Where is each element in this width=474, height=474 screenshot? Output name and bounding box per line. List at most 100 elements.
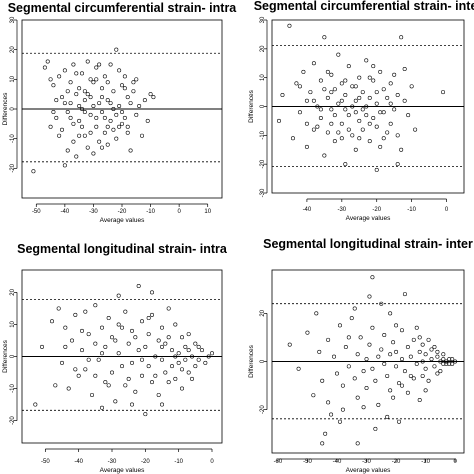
x-tick-label: -10 (146, 209, 155, 215)
chart-title: Segmental circumferential strain- intra (8, 1, 238, 15)
data-point (100, 109, 105, 114)
data-point (441, 357, 446, 362)
data-point (196, 344, 201, 349)
data-point (360, 90, 365, 95)
data-point (435, 371, 440, 376)
data-point (73, 367, 78, 372)
data-point (364, 357, 369, 362)
data-point (355, 441, 360, 446)
bland-altman-panel-4: Segmental longitudinal strain- inter -60 -… (248, 237, 473, 474)
data-point (336, 101, 341, 106)
bland-altman-panel-1: Segmental circumferential strain- intra -… (2, 1, 237, 224)
data-point (180, 386, 185, 391)
data-point (346, 113, 351, 118)
data-point (97, 62, 102, 67)
data-point (339, 121, 344, 126)
data-point (357, 118, 362, 123)
data-point (287, 23, 292, 28)
data-point (432, 345, 437, 350)
data-point (370, 325, 375, 330)
x-tick-label: -30 (89, 209, 98, 215)
y-tick-label: -20 (10, 163, 16, 172)
data-point (385, 373, 390, 378)
data-point (145, 118, 150, 123)
data-point (91, 151, 96, 156)
data-point (54, 98, 59, 103)
data-point (105, 142, 110, 147)
data-point (441, 361, 446, 366)
data-point (86, 332, 91, 337)
data-point (45, 59, 50, 64)
data-point (71, 139, 76, 144)
data-point (355, 352, 360, 357)
data-point (196, 357, 201, 362)
data-point (190, 376, 195, 381)
data-point (186, 332, 191, 337)
data-point (395, 133, 400, 138)
data-point (346, 335, 351, 340)
data-point (93, 303, 98, 308)
data-point (411, 376, 416, 381)
data-point (111, 89, 116, 94)
data-point (117, 68, 122, 73)
data-point (57, 133, 62, 138)
data-point (102, 74, 107, 79)
data-point (94, 65, 99, 70)
data-point (441, 90, 446, 95)
data-point (408, 354, 413, 359)
data-point (329, 412, 334, 417)
data-point (297, 110, 302, 115)
data-point (170, 364, 175, 369)
data-point (360, 107, 365, 112)
data-point (134, 112, 139, 117)
data-point (62, 68, 67, 73)
data-point (320, 441, 325, 446)
data-point (417, 398, 422, 403)
data-point (86, 357, 91, 362)
data-point (370, 275, 375, 280)
x-tick-label: -50 (41, 459, 50, 465)
data-point (373, 426, 378, 431)
x-tick-label: -20 (118, 209, 127, 215)
data-point (51, 83, 56, 88)
y-tick-label: 0 (260, 104, 266, 108)
data-point (315, 124, 320, 129)
data-point (130, 402, 135, 407)
data-point (128, 101, 133, 106)
data-point (296, 366, 301, 371)
x-tick-label: -10 (421, 459, 430, 465)
data-point (318, 116, 323, 121)
data-point (385, 130, 390, 135)
data-point (120, 364, 125, 369)
data-point (370, 366, 375, 371)
data-point (134, 77, 139, 82)
y-tick-label: 10 (10, 320, 16, 327)
data-point (334, 371, 339, 376)
data-point (180, 335, 185, 340)
data-point (343, 78, 348, 83)
data-point (59, 360, 64, 365)
data-point (311, 61, 316, 66)
data-point (450, 357, 455, 362)
data-point (355, 395, 360, 400)
data-point (77, 104, 82, 109)
data-point (96, 357, 101, 362)
x-tick-label: 0 (177, 209, 181, 215)
data-point (126, 341, 131, 346)
data-point (163, 370, 168, 375)
data-point (94, 115, 99, 120)
data-point (304, 144, 309, 149)
data-point (326, 337, 331, 342)
data-point (136, 348, 141, 353)
data-point (133, 389, 138, 394)
data-point (414, 361, 419, 366)
chart-title: Segmental longitudinal strain- inter (263, 237, 473, 251)
data-point (51, 109, 56, 114)
data-point (186, 370, 191, 375)
data-point (423, 388, 428, 393)
y-tick-label: 0 (260, 359, 266, 363)
data-point (170, 348, 175, 353)
bland-altman-panel-2: Segmental circumferential strain- inter -… (248, 0, 474, 222)
